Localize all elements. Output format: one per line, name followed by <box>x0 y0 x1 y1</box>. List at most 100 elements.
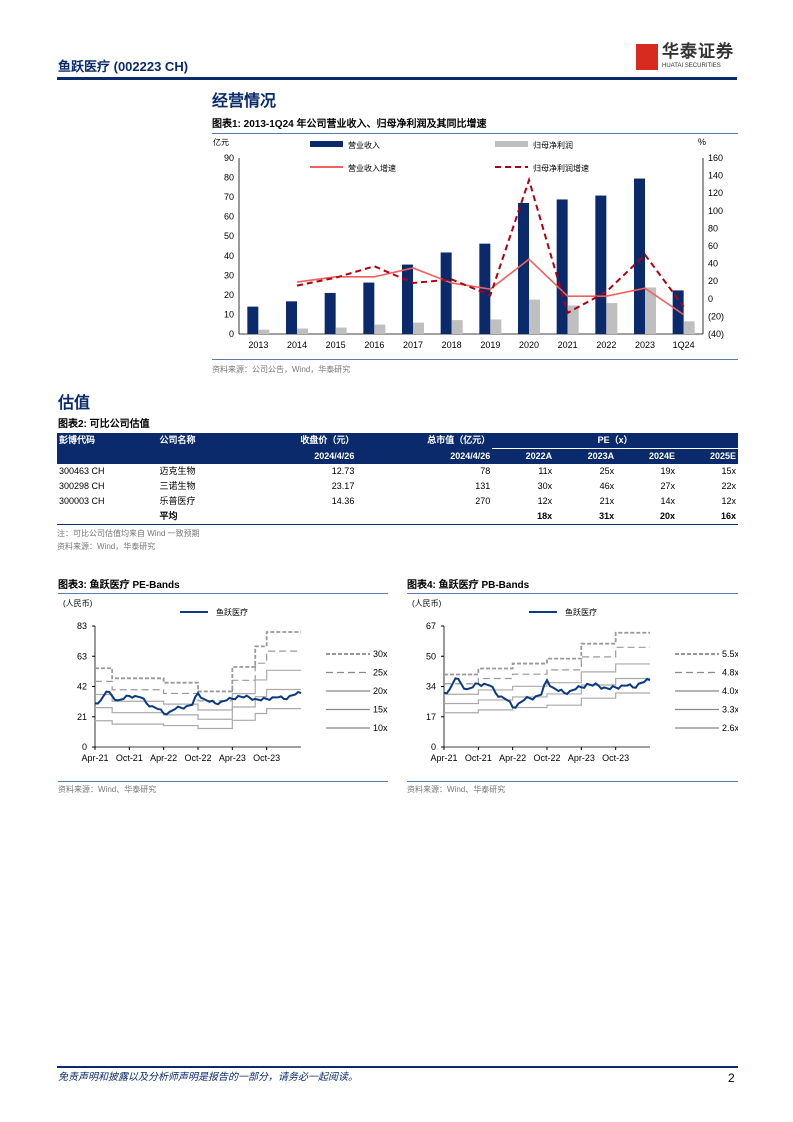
huatai-logo: 华泰证券 HUATAI SECURITIES <box>636 42 736 72</box>
y-tick-label: 70 <box>224 192 234 202</box>
band-line-2.6x <box>444 692 650 714</box>
cell-y2: 25x <box>599 466 615 476</box>
y-tick-label: 83 <box>77 621 87 631</box>
report-header-title: 鱼跃医疗 (002223 CH) <box>58 59 189 74</box>
x-tick-label: 2021 <box>558 340 578 350</box>
band-line-10x <box>95 708 301 730</box>
band-legend-label: 4.8x <box>722 668 738 678</box>
x-tick-label: 2017 <box>403 340 423 350</box>
y-axis-label: 亿元 <box>213 137 229 147</box>
y2-tick-label: 60 <box>708 241 718 251</box>
y2-tick-label: (20) <box>708 311 724 321</box>
col-date: 2024/4/26 <box>356 448 493 464</box>
bar-net-profit <box>451 320 463 334</box>
fig2-title: 图表2: 可比公司估值 <box>58 419 150 430</box>
legend-label: 营业收入 <box>348 140 380 150</box>
table-row: 300298 CH 三诺生物 23.17 131 30x 46x 27x 22x <box>57 479 738 494</box>
band-line-25x <box>95 650 301 702</box>
band-line-4.8x <box>444 646 650 685</box>
band-legend-label: 2.6x <box>722 723 738 733</box>
y2-tick-label: 80 <box>708 223 718 233</box>
x-tick-label: Oct-21 <box>116 753 143 763</box>
valuation-table-block: 彭博代码 公司名称 收盘价（元） 总市值（亿元） PE（x） 2024/4/26… <box>57 433 738 552</box>
bar-net-profit <box>335 327 347 334</box>
y-tick-label: 0 <box>82 742 87 752</box>
disclaimer: 免责声明和披露以及分析师声明是报告的一部分，请务必一起阅读。 <box>58 1072 358 1083</box>
x-tick-label: Apr-23 <box>568 753 595 763</box>
y2-tick-label: 120 <box>708 188 723 198</box>
divider <box>58 781 388 782</box>
cell-y1: 30x <box>537 481 553 491</box>
band-line-20x <box>95 669 301 711</box>
legend-swatch <box>310 141 343 147</box>
bar-net-profit <box>374 324 386 334</box>
footer-divider <box>57 1066 738 1068</box>
y-tick-label: 40 <box>224 251 234 261</box>
cell-price: 23.17 <box>331 481 355 491</box>
cell-mcap: 78 <box>480 466 491 476</box>
cell-code: 300298 CH <box>59 481 105 491</box>
divider <box>407 781 738 782</box>
avg-label: 平均 <box>157 509 239 525</box>
cell-mcap: 270 <box>475 496 491 506</box>
x-tick-label: 2015 <box>326 340 346 350</box>
x-tick-label: Oct-21 <box>465 753 492 763</box>
x-tick-label: Oct-23 <box>602 753 629 763</box>
band-legend-label: 15x <box>373 705 388 715</box>
y-tick-label: 67 <box>426 621 436 631</box>
legend-swatch <box>495 141 528 147</box>
bar-revenue <box>363 282 375 334</box>
revenue-profit-chart: 亿元 % 0 10 20 30 40 50 60 70 80 90 (40) (20) 0 20 40 60 80 1… <box>213 137 724 350</box>
x-tick-label: 2014 <box>287 340 307 350</box>
col-year: 2024E <box>616 448 678 464</box>
fig4-title: 图表4: 鱼跃医疗 PB-Bands <box>407 580 530 591</box>
col-price: 收盘价（元） <box>238 433 357 449</box>
x-tick-label: Oct-23 <box>253 753 280 763</box>
band-legend-label: 4.0x <box>722 686 738 696</box>
bar-net-profit <box>413 322 424 334</box>
x-tick-label: 2013 <box>248 340 268 350</box>
fig2-note: 注：可比公司估值均来自 Wind 一致预期 <box>57 529 200 538</box>
bar-revenue <box>286 301 297 334</box>
x-tick-label: Apr-22 <box>150 753 177 763</box>
x-tick-label: Apr-22 <box>499 753 526 763</box>
x-tick-label: 2018 <box>442 340 462 350</box>
fig3-title: 图表3: 鱼跃医疗 PE-Bands <box>58 580 180 591</box>
y-tick-label: 34 <box>426 682 436 692</box>
x-tick-label: 2016 <box>364 340 384 350</box>
col-year: 2023A <box>554 448 617 464</box>
divider <box>212 359 738 360</box>
col-mcap: 总市值（亿元） <box>356 433 493 449</box>
bar-net-profit <box>297 328 308 334</box>
col-code: 彭博代码 <box>57 433 158 449</box>
x-tick-label: 2023 <box>635 340 655 350</box>
y2-axis-label: % <box>698 137 706 147</box>
x-tick-label: Apr-21 <box>430 753 457 763</box>
fig2-source: 资料来源：Wind，华泰研究 <box>57 542 156 551</box>
band-line-4.0x <box>444 663 650 695</box>
cell-y4: 22x <box>721 481 736 491</box>
fig3-source: 资料来源：Wind、华泰研究 <box>58 785 157 794</box>
fig1-source: 资料来源：公司公告，Wind，华泰研究 <box>212 365 351 374</box>
cell-name: 乐普医疗 <box>159 496 196 506</box>
cell-code: 300003 CH <box>59 496 105 506</box>
y-axis-label: (人民币) <box>412 599 442 608</box>
band-legend-label: 30x <box>373 649 388 659</box>
cell-y2: 46x <box>599 481 615 491</box>
logo-mark-icon <box>636 44 658 70</box>
section-title-operations: 经营情况 <box>212 93 277 110</box>
col-year: 2025E <box>677 448 738 464</box>
x-tick-label: Apr-21 <box>81 753 108 763</box>
bar-revenue <box>247 306 259 334</box>
band-legend-label: 25x <box>373 668 388 678</box>
pb-bands-chart: (人民币) 0 17 34 50 67 Apr-21 Oct-21 Apr-22 Oct-22 Ap… <box>412 599 738 763</box>
cell-y1: 11x <box>538 466 553 476</box>
cell-y3: 27x <box>660 481 676 491</box>
cell-y4: 12x <box>721 496 736 506</box>
y2-tick-label: 160 <box>708 153 723 163</box>
y-tick-label: 60 <box>224 212 234 222</box>
bar-revenue <box>518 202 529 334</box>
price-legend-label: 鱼跃医疗 <box>216 607 248 617</box>
legend-label: 归母净利润 <box>533 140 573 150</box>
